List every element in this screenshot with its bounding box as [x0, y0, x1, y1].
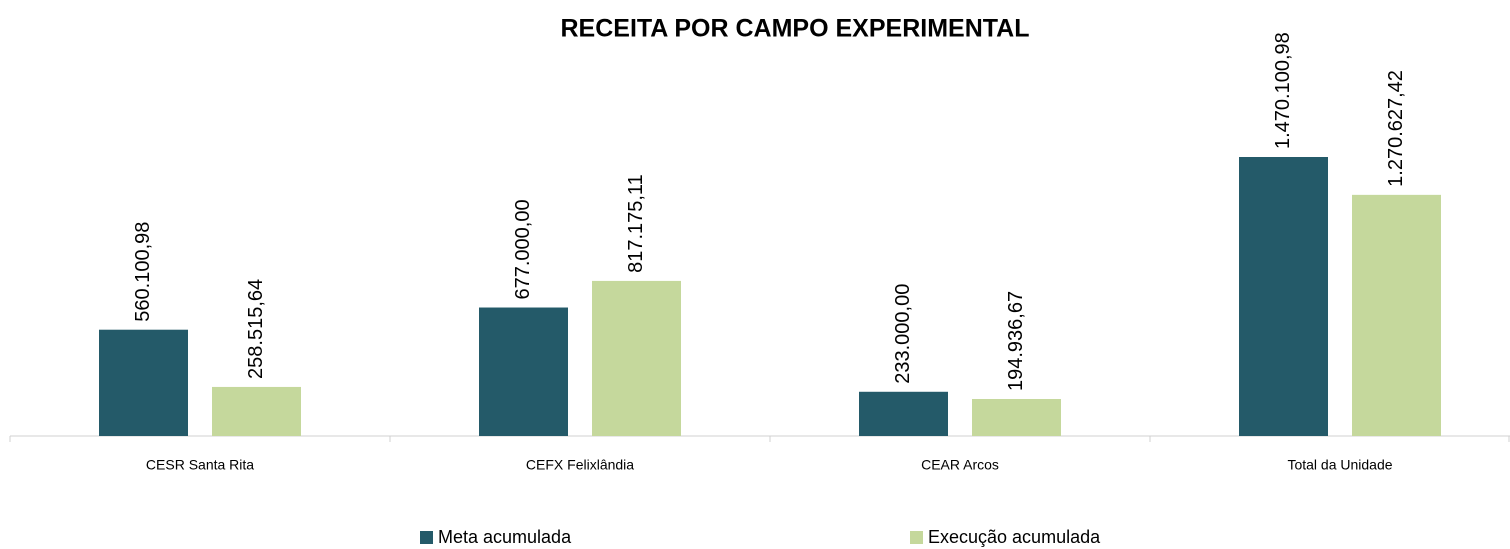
value-label: 194.936,67: [1005, 291, 1027, 391]
value-label: 258.515,64: [245, 279, 267, 379]
value-label: 1.470.100,98: [1272, 32, 1294, 149]
bar: [1352, 194, 1441, 436]
legend-label: Execução acumulada: [928, 527, 1101, 547]
x-tick-label: CESR Santa Rita: [146, 457, 254, 473]
chart-title: RECEITA POR CAMPO EXPERIMENTAL: [560, 15, 1029, 43]
x-tick-label: Total da Unidade: [1287, 457, 1392, 473]
value-label: 560.100,98: [132, 222, 154, 322]
value-label: 817.175,11: [625, 174, 647, 273]
x-tick-label: CEFX Felixlândia: [526, 457, 634, 473]
legend-label: Meta acumulada: [438, 527, 572, 547]
value-label: 1.270.627,42: [1385, 70, 1407, 187]
value-label: 233.000,00: [892, 284, 914, 384]
bar: [592, 280, 681, 436]
bar: [859, 391, 948, 436]
bar: [1239, 157, 1328, 436]
bar: [479, 307, 568, 436]
value-label: 677.000,00: [512, 199, 534, 299]
x-tick-label: CEAR Arcos: [921, 457, 999, 473]
bar: [972, 399, 1061, 436]
bar: [212, 386, 301, 436]
legend-swatch: [420, 531, 433, 544]
legend-swatch: [910, 531, 923, 544]
bar: [99, 329, 188, 436]
